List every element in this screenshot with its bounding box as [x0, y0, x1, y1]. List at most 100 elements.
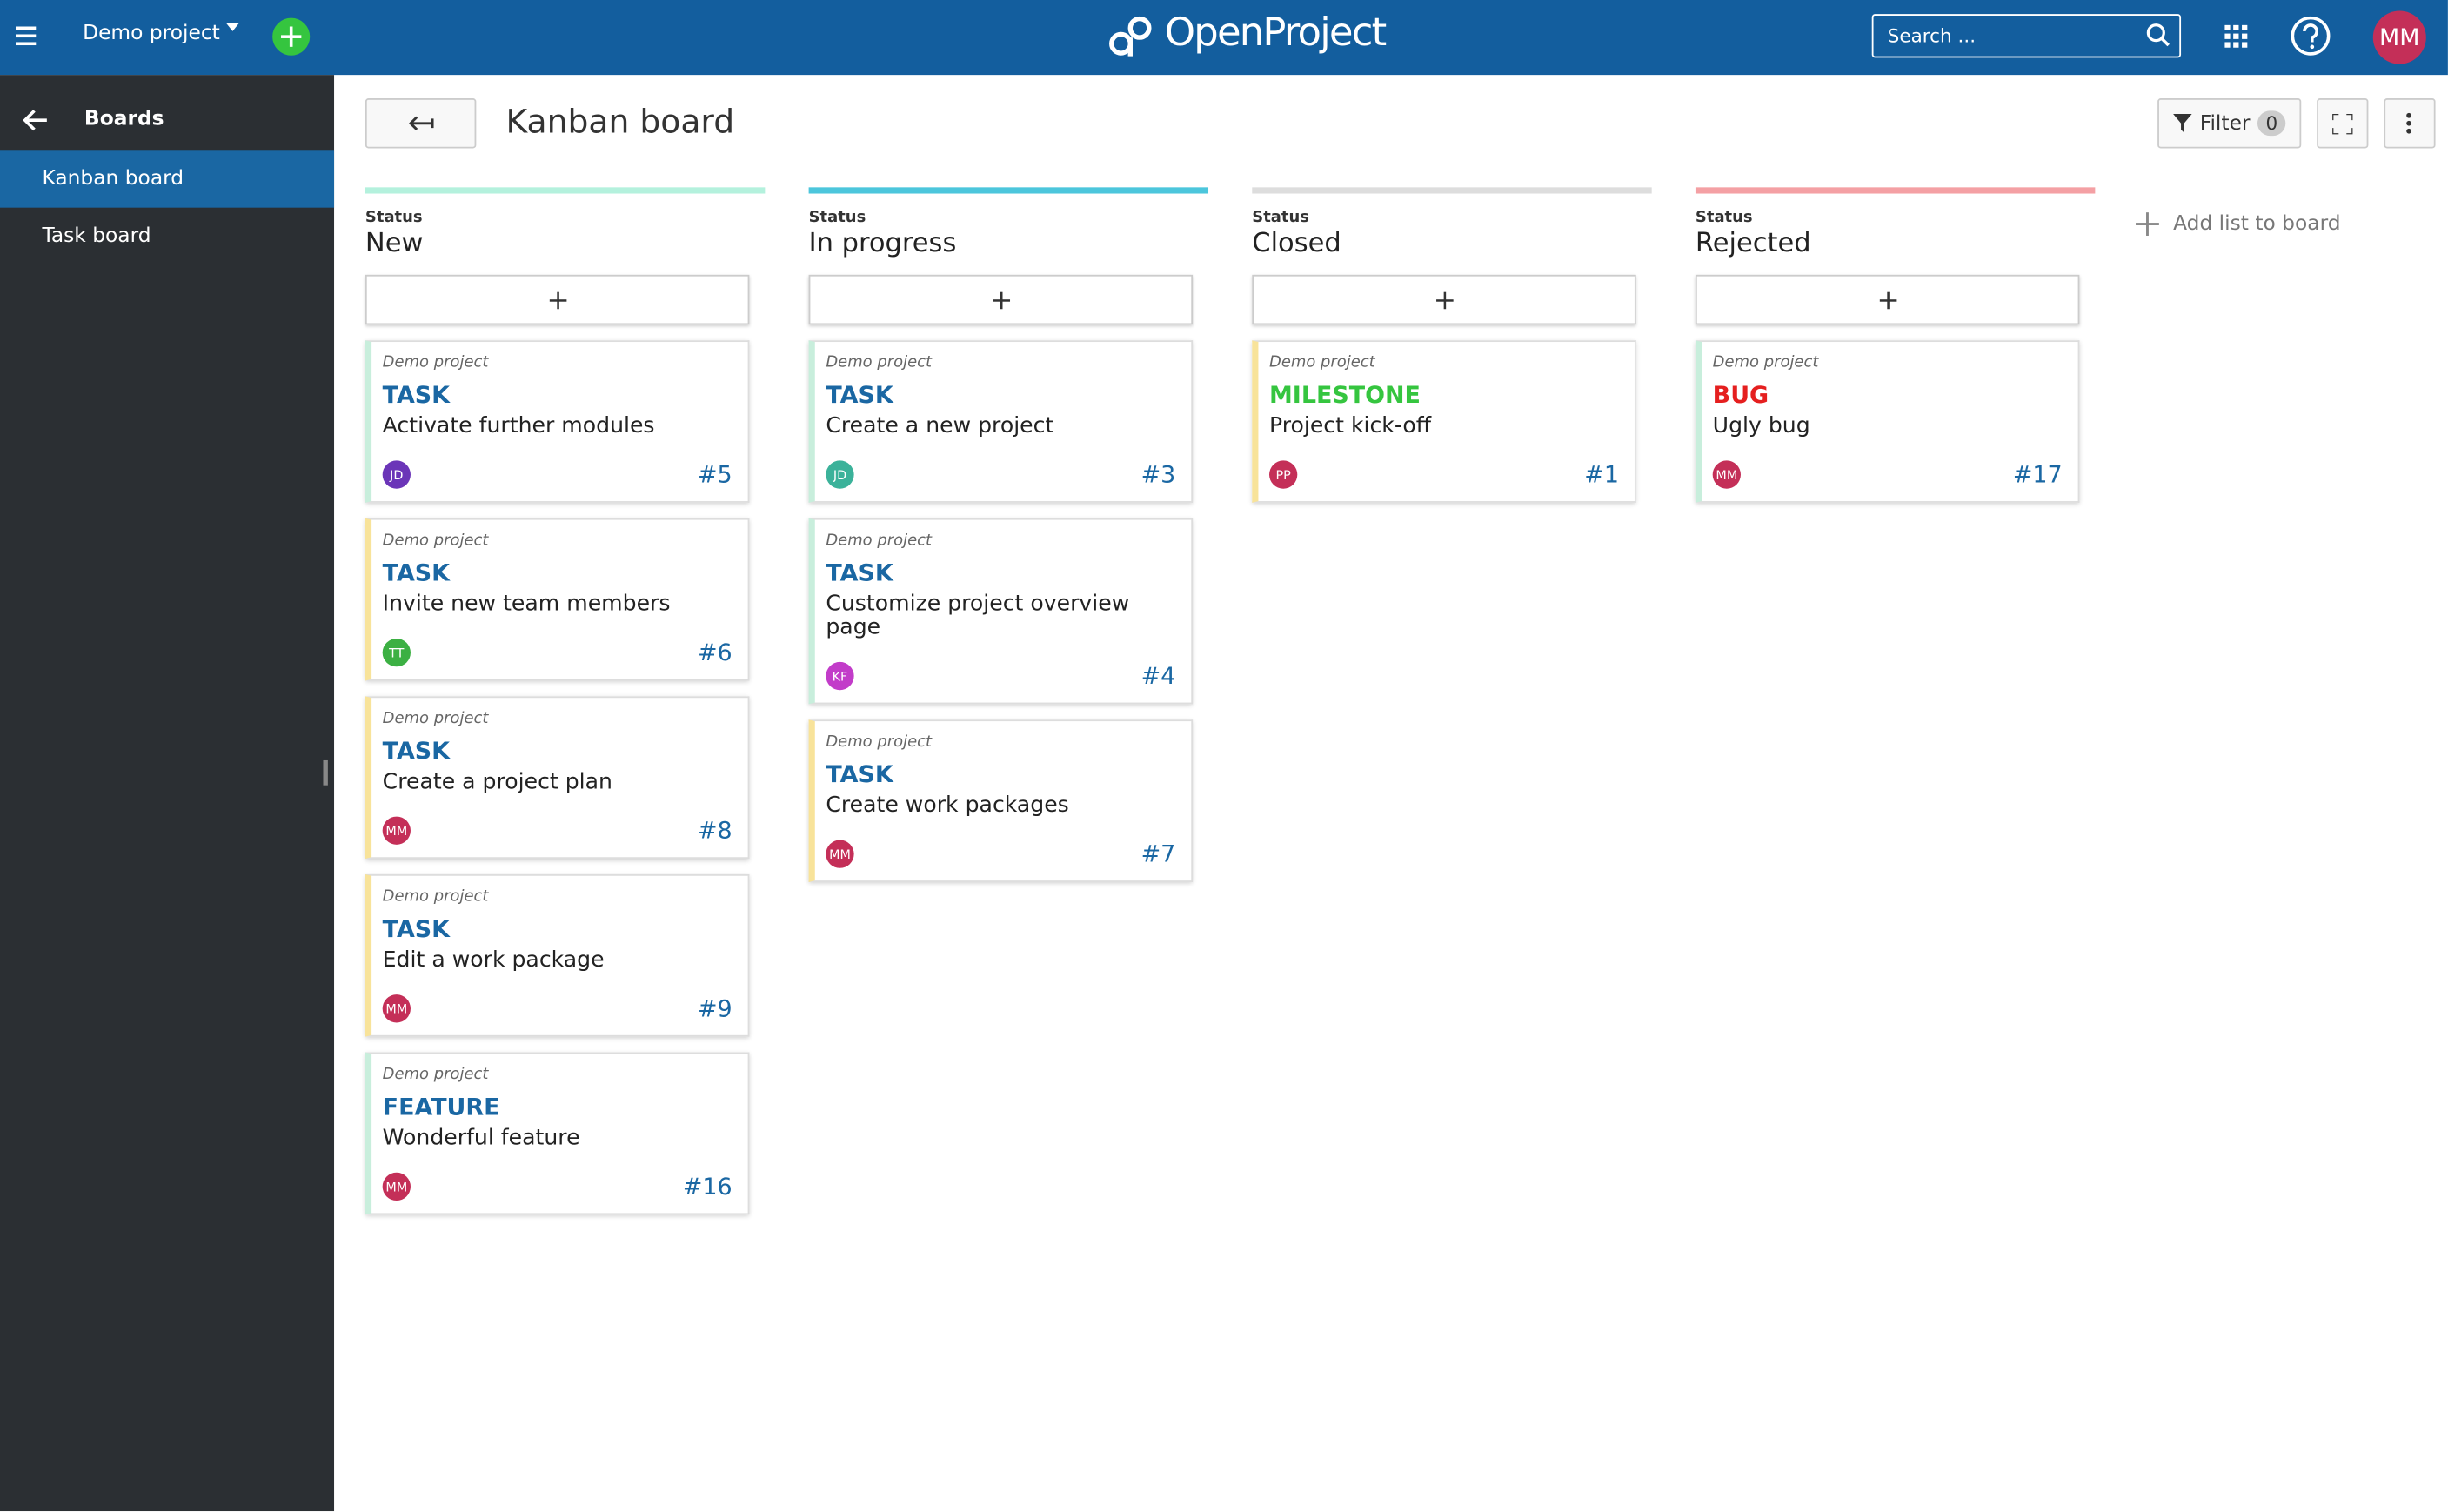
- card-footer: JD #5: [382, 460, 732, 489]
- card-subject[interactable]: Create work packages: [826, 793, 1069, 819]
- card-number[interactable]: #5: [697, 460, 732, 489]
- sidebar: Boards Kanban board Task board: [0, 75, 335, 1512]
- work-package-card[interactable]: Demo project TASK Create work packages MM #7: [808, 719, 1194, 882]
- add-list-icon: [2136, 212, 2159, 236]
- assignee-avatar: MM: [826, 840, 854, 868]
- sidebar-item[interactable]: Kanban board: [0, 150, 335, 208]
- project-select[interactable]: Demo project: [83, 22, 239, 45]
- card-subject[interactable]: Edit a work package: [382, 947, 605, 973]
- plus-icon: [992, 291, 1010, 309]
- filter-label: Filter: [2199, 111, 2251, 136]
- card-type: TASK: [382, 559, 451, 587]
- assignee-avatar: PP: [1269, 460, 1298, 489]
- board-column: Status In progress Demo project TASK Create …: [808, 187, 1209, 882]
- card-subject[interactable]: Create a project plan: [382, 769, 612, 795]
- help-icon[interactable]: [2291, 16, 2331, 57]
- filter-button[interactable]: Filter 0: [2157, 98, 2302, 149]
- more-button[interactable]: [2384, 98, 2436, 149]
- fullscreen-icon: [2332, 114, 2353, 135]
- board-title: Kanban board: [505, 103, 735, 141]
- work-package-card[interactable]: Demo project TASK Create a new project JD #3: [808, 340, 1194, 503]
- column-label: Status: [808, 209, 866, 227]
- add-button[interactable]: [271, 17, 311, 57]
- card-project: Demo project: [382, 888, 489, 906]
- card-project: Demo project: [826, 733, 933, 752]
- search-box[interactable]: Search ...: [1871, 14, 2182, 58]
- top-bar: Demo project OpenProject Search ... MM: [0, 0, 2448, 76]
- card-footer: PP #1: [1269, 460, 1620, 489]
- add-card-button[interactable]: [1695, 274, 2080, 325]
- card-number[interactable]: #6: [697, 638, 732, 667]
- card-number[interactable]: #16: [682, 1172, 732, 1201]
- work-package-card[interactable]: Demo project TASK Invite new team members T…: [365, 518, 750, 681]
- add-list[interactable]: Add list to board: [2136, 212, 2341, 236]
- card-subject[interactable]: Activate further modules: [382, 413, 655, 439]
- card-number[interactable]: #1: [1584, 460, 1620, 489]
- card-footer: JD #3: [826, 460, 1176, 489]
- add-card-button[interactable]: [365, 274, 750, 325]
- back-icon: [409, 116, 434, 130]
- assignee-avatar: MM: [382, 994, 411, 1023]
- card-project: Demo project: [1269, 354, 1375, 372]
- column-name: Rejected: [1695, 228, 1811, 259]
- modules-icon[interactable]: [2224, 24, 2248, 49]
- work-package-card[interactable]: Demo project BUG Ugly bug MM #17: [1695, 340, 2080, 503]
- back-button[interactable]: [365, 98, 477, 149]
- work-package-card[interactable]: Demo project TASK Edit a work package MM #9: [365, 873, 750, 1037]
- card-number[interactable]: #17: [2012, 460, 2063, 489]
- card-footer: MM #7: [826, 840, 1176, 868]
- fullscreen-button[interactable]: [2317, 98, 2369, 149]
- back-arrow[interactable]: [23, 110, 49, 131]
- column-label: Status: [365, 209, 423, 227]
- card-footer: MM #17: [1712, 460, 2063, 489]
- filter-count: 0: [2257, 110, 2286, 137]
- search-icon[interactable]: [2146, 23, 2170, 47]
- card-footer: TT #6: [382, 638, 732, 667]
- work-package-card[interactable]: Demo project TASK Create a project plan MM #…: [365, 696, 750, 860]
- user-avatar[interactable]: MM: [2372, 10, 2426, 64]
- assignee-avatar: MM: [382, 1172, 411, 1201]
- assignee-avatar: MM: [1712, 460, 1741, 489]
- sidebar-item[interactable]: Task board: [42, 224, 151, 249]
- logo-icon: [1109, 16, 1152, 57]
- card-project: Demo project: [382, 532, 489, 550]
- column-color-bar: [365, 187, 766, 194]
- card-list: Demo project TASK Create a new project JD #3…: [808, 340, 1194, 882]
- add-card-button[interactable]: [1252, 274, 1636, 325]
- card-subject[interactable]: Project kick-off: [1269, 413, 1432, 439]
- card-subject[interactable]: Invite new team members: [382, 592, 671, 617]
- plus-icon: [1435, 291, 1453, 309]
- work-package-card[interactable]: Demo project MILESTONE Project kick-off PP #…: [1252, 340, 1636, 503]
- plus-icon: [1878, 291, 1896, 309]
- card-number[interactable]: #3: [1140, 460, 1176, 489]
- board-column: Status New Demo project TASK Activate furthe…: [365, 187, 766, 1215]
- sidebar-title: Boards: [84, 107, 164, 131]
- card-subject[interactable]: Customize project overview page: [826, 592, 1130, 640]
- card-footer: MM #8: [382, 816, 732, 845]
- card-subject[interactable]: Create a new project: [826, 413, 1054, 439]
- card-subject[interactable]: Ugly bug: [1712, 413, 1810, 439]
- work-package-card[interactable]: Demo project TASK Activate further modules…: [365, 340, 750, 503]
- resize-handle[interactable]: [323, 759, 328, 786]
- card-number[interactable]: #7: [1140, 840, 1176, 868]
- card-list: Demo project BUG Ugly bug MM #17: [1695, 340, 2080, 503]
- card-list: Demo project MILESTONE Project kick-off PP #…: [1252, 340, 1636, 503]
- card-project: Demo project: [382, 354, 489, 372]
- sidebar-menu: Kanban board Task board: [0, 150, 335, 265]
- add-card-button[interactable]: [808, 274, 1194, 325]
- column-color-bar: [808, 187, 1209, 194]
- assignee-avatar: KF: [826, 661, 854, 691]
- menu-icon[interactable]: [15, 25, 37, 47]
- card-number[interactable]: #4: [1140, 661, 1176, 691]
- card-project: Demo project: [826, 532, 933, 550]
- card-type: TASK: [826, 759, 893, 789]
- work-package-card[interactable]: Demo project FEATURE Wonderful feature MM #1…: [365, 1052, 750, 1215]
- card-number[interactable]: #9: [697, 994, 732, 1023]
- card-number[interactable]: #8: [697, 816, 732, 845]
- column-label: Status: [1695, 209, 1753, 227]
- work-package-card[interactable]: Demo project TASK Customize project overvi…: [808, 518, 1194, 705]
- card-project: Demo project: [1712, 354, 1819, 372]
- card-subject[interactable]: Wonderful feature: [382, 1125, 580, 1151]
- card-type: MILESTONE: [1269, 380, 1421, 410]
